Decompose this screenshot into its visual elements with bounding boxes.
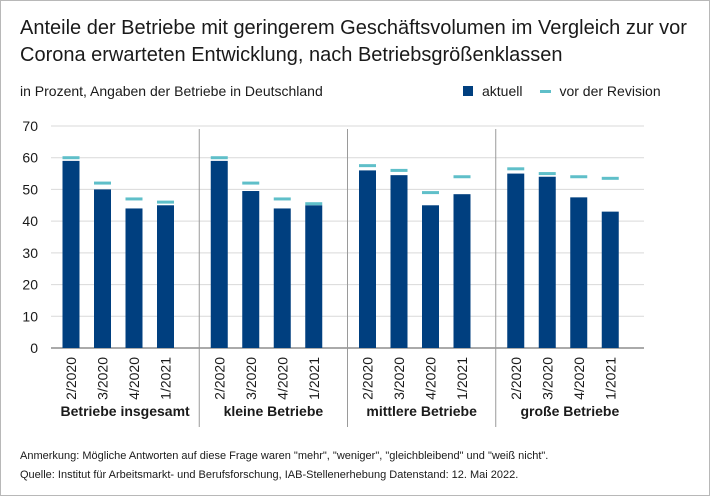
- marker-vor-der-revision: [601, 176, 619, 180]
- bar-aktuell: [453, 194, 471, 348]
- x-tick-label: 4/2020: [423, 357, 439, 400]
- source-note: Quelle: Institut für Arbeitsmarkt- und B…: [20, 469, 519, 481]
- bar-aktuell: [273, 208, 291, 348]
- y-tick-label: 60: [22, 150, 38, 166]
- legend-label-revision: vor der Revision: [559, 83, 661, 99]
- y-tick-label: 30: [22, 245, 38, 261]
- x-tick-label: 3/2020: [391, 357, 407, 400]
- bar-aktuell: [601, 211, 619, 348]
- footnotes: Anmerkung: Mögliche Antworten auf diese …: [20, 447, 548, 485]
- group-label: große Betriebe: [520, 403, 619, 419]
- bar-aktuell: [242, 191, 260, 348]
- marker-vor-der-revision: [453, 175, 471, 179]
- marker-vor-der-revision: [570, 175, 588, 179]
- marker-vor-der-revision: [507, 167, 525, 171]
- bar-aktuell: [359, 170, 376, 348]
- x-tick-label: 3/2020: [243, 357, 259, 400]
- x-tick-label: 1/2021: [454, 357, 470, 400]
- legend-swatch-aktuell: [463, 86, 473, 96]
- marker-vor-der-revision: [359, 164, 376, 168]
- remark-note: Anmerkung: Mögliche Antworten auf diese …: [20, 450, 549, 462]
- x-tick-label: 3/2020: [539, 357, 555, 400]
- marker-vor-der-revision: [94, 181, 111, 185]
- x-tick-label: 1/2021: [306, 357, 322, 400]
- bar-aktuell: [538, 176, 556, 348]
- x-tick-label: 2/2020: [360, 357, 376, 400]
- bar-aktuell: [390, 175, 408, 348]
- x-tick-label: 2/2020: [508, 357, 524, 400]
- x-tick-label: 1/2021: [602, 357, 618, 400]
- x-tick-label: 4/2020: [571, 357, 587, 400]
- bar-chart: 0 10 20 30 40 50 60 70 2/2020 3/2020 4/2020 1/2021 B…: [22, 118, 644, 427]
- bar-aktuell: [305, 205, 323, 348]
- bar-aktuell: [157, 205, 174, 348]
- group-label: Betriebe insgesamt: [61, 403, 190, 419]
- marker-vor-der-revision: [422, 191, 439, 195]
- chart-title: Anteile der Betriebe mit geringerem Gesc…: [20, 17, 687, 66]
- bar-aktuell: [507, 173, 525, 348]
- chart-subtitle: in Prozent, Angaben der Betriebe in Deut…: [20, 83, 323, 99]
- x-tick-label: 3/2020: [95, 357, 111, 400]
- legend-swatch-revision: [540, 89, 552, 93]
- legend-label-aktuell: aktuell: [482, 83, 523, 99]
- marker-vor-der-revision: [273, 197, 291, 201]
- marker-vor-der-revision: [538, 172, 556, 176]
- marker-vor-der-revision: [305, 202, 323, 206]
- y-tick-label: 70: [22, 118, 38, 134]
- y-tick-label: 10: [22, 308, 38, 324]
- marker-vor-der-revision: [125, 197, 143, 201]
- bar-aktuell: [62, 160, 80, 348]
- y-tick-label: 40: [22, 213, 38, 229]
- bar-aktuell: [125, 208, 143, 348]
- bar-aktuell: [94, 189, 111, 348]
- legend-item-aktuell: aktuell: [463, 83, 522, 99]
- y-tick-label: 0: [30, 340, 38, 356]
- marker-vor-der-revision: [242, 181, 260, 185]
- legend-item-revision: vor der Revision: [540, 83, 661, 99]
- group-label: mittlere Betriebe: [366, 403, 477, 419]
- y-tick-label: 20: [22, 277, 38, 293]
- bar-aktuell: [570, 197, 588, 348]
- bar-aktuell: [210, 160, 228, 348]
- x-tick-label: 2/2020: [63, 357, 79, 400]
- x-tick-label: 4/2020: [126, 357, 142, 400]
- x-tick-label: 1/2021: [158, 357, 174, 400]
- marker-vor-der-revision: [62, 156, 80, 160]
- x-tick-label: 2/2020: [211, 357, 227, 400]
- marker-vor-der-revision: [157, 200, 174, 204]
- group-label: kleine Betriebe: [224, 403, 324, 419]
- marker-vor-der-revision: [390, 168, 408, 172]
- marker-vor-der-revision: [210, 156, 228, 160]
- bar-aktuell: [422, 205, 439, 348]
- y-tick-label: 50: [22, 181, 38, 197]
- legend: aktuell vor der Revision: [463, 83, 679, 99]
- x-tick-label: 4/2020: [274, 357, 290, 400]
